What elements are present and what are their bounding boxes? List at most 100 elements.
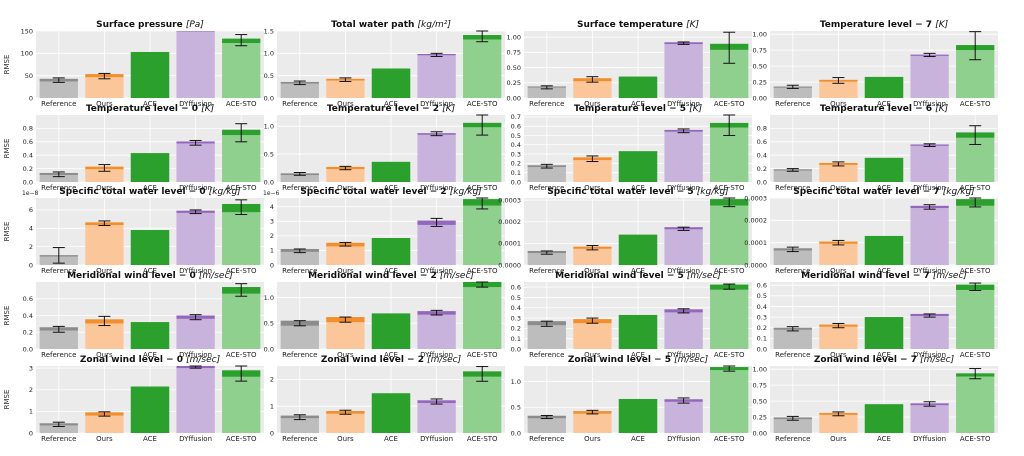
y-tick-label: 0.0003	[744, 194, 767, 202]
y-tick-label: 0	[29, 94, 33, 102]
bar-fill	[864, 235, 904, 265]
panel-title: Specific total water level − 2 [kg/kg]	[300, 187, 482, 197]
y-tick-label: 2	[29, 386, 33, 394]
y-tick-label: 0	[270, 261, 274, 269]
y-tick-label: 1	[270, 247, 274, 255]
x-tick-label: ACE-STO	[226, 267, 257, 275]
x-tick-label: DYffusion	[179, 100, 212, 108]
bar	[573, 248, 612, 265]
x-tick-label: DYffusion	[420, 351, 453, 359]
bar	[85, 323, 124, 349]
panel-title: Temperature level − 2 [K]	[327, 104, 456, 114]
y-tick-label: 0.6	[511, 122, 521, 130]
panel-title: Zonal wind level − 7 [m/sec]	[814, 355, 955, 365]
bar	[176, 31, 215, 98]
bar	[773, 170, 812, 182]
y-tick-label: 0.0003	[498, 196, 521, 204]
bar	[956, 376, 995, 433]
bar	[280, 251, 319, 265]
y-tick-label: 0.1	[757, 335, 767, 343]
y-tick-label: 1.00	[507, 33, 521, 41]
bar	[222, 376, 261, 433]
x-tick-label: DYffusion	[913, 100, 946, 108]
x-tick-label: Ours	[96, 100, 113, 108]
bar	[527, 87, 566, 98]
x-tick-label: DYffusion	[913, 351, 946, 359]
bar	[326, 246, 365, 265]
x-tick-label: ACE-STO	[714, 267, 745, 275]
y-tick-label: 0.0	[264, 94, 274, 102]
y-tick-label: 0.4	[23, 312, 33, 320]
x-tick-label: ACE-STO	[960, 351, 991, 359]
y-tick-label: 150	[21, 27, 33, 35]
bar	[527, 253, 566, 265]
y-tick-label: 3	[270, 218, 274, 226]
y-tick-label: 0.25	[753, 413, 767, 421]
bar	[819, 326, 858, 349]
panel-title: Zonal wind level − 0 [m/sec]	[80, 355, 221, 365]
panel-title: Total water path [kg/m²]	[331, 20, 451, 30]
x-tick-label: DYffusion	[913, 267, 946, 275]
panel: 0.00 0.25 0.50 0.75 1.00 Reference Ours ACE DYff…	[753, 355, 998, 443]
panel: 0.0 0.5 1.0 1.5 Reference Ours ACE DYffusion ACE…	[264, 20, 505, 108]
bar	[910, 405, 949, 433]
bar-fill	[130, 153, 170, 182]
y-tick-label: 0.25	[753, 78, 767, 86]
bar	[956, 289, 995, 349]
bar	[573, 160, 612, 182]
x-tick-label: ACE-STO	[467, 267, 498, 275]
panel-title: Temperature level − 6 [K]	[820, 104, 949, 114]
x-tick-label: DYffusion	[420, 435, 453, 443]
bar	[773, 329, 812, 349]
y-tick-label: 0.0	[264, 345, 274, 353]
y-tick-label: 2	[29, 243, 33, 251]
bar	[417, 402, 456, 433]
panel: 0 1 2 3 Reference Ours ACE DYffusion ACE-STO Zona…	[3, 355, 264, 443]
panel-title-unit: [kg/kg]	[209, 187, 241, 197]
bar	[910, 316, 949, 349]
bar-fill	[130, 386, 170, 433]
panel-title-unit: [kg/kg]	[697, 187, 729, 197]
y-tick-label: 0.0	[511, 345, 521, 353]
bar	[85, 225, 124, 265]
panel-title-unit: [K]	[935, 20, 948, 30]
y-tick-label: 0.0	[511, 178, 521, 186]
x-tick-label: Reference	[775, 435, 810, 443]
bar-fill	[371, 393, 411, 433]
y-tick-label: 0.4	[757, 303, 767, 311]
panel-title-unit: [K]	[935, 104, 948, 114]
bar	[326, 413, 365, 433]
x-tick-label: ACE	[143, 184, 157, 192]
x-tick-label: DYffusion	[420, 184, 453, 192]
y-tick-label: 0.4	[757, 152, 767, 160]
y-tick-label: 0.2	[757, 165, 767, 173]
bar	[710, 370, 749, 433]
bar	[463, 376, 502, 433]
y-tick-label: 0.25	[507, 79, 521, 87]
y-tick-label: 4	[29, 225, 33, 233]
y-tick-label: 0	[29, 429, 33, 437]
panel-title-unit: [m/sec]	[427, 355, 461, 365]
bar	[819, 81, 858, 98]
bar	[463, 205, 502, 265]
bar	[664, 131, 703, 182]
y-tick-label: 0.75	[507, 49, 521, 57]
y-tick-label: 0.50	[753, 62, 767, 70]
x-tick-label: ACE	[384, 184, 398, 192]
panel-title-unit: [m/sec]	[920, 355, 954, 365]
x-tick-label: Ours	[337, 100, 354, 108]
bar	[222, 135, 261, 182]
panel-title: Meridional wind level − 0 [m/sec]	[67, 271, 233, 281]
panel: 0.0 0.2 0.4 0.6 0.8 Reference Ours ACE DYffusion…	[3, 104, 264, 192]
bar	[664, 401, 703, 433]
x-tick-label: Reference	[41, 100, 76, 108]
x-tick-label: ACE	[143, 351, 157, 359]
bar-fill	[618, 151, 658, 182]
y-tick-label: 0.0001	[744, 239, 767, 247]
panel-title: Meridional wind level − 7 [m/sec]	[801, 271, 967, 281]
y-tick-label: 0.2	[23, 329, 33, 337]
y-axis-label: RMSE	[3, 306, 11, 326]
x-tick-label: Reference	[529, 435, 564, 443]
